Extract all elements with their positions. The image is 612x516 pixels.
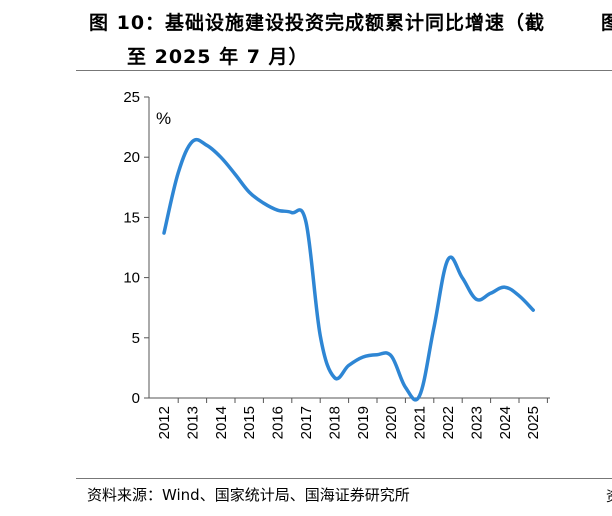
top-divider xyxy=(76,70,612,71)
y-tick-label: 20 xyxy=(123,149,140,166)
x-tick-label: 2021 xyxy=(412,406,429,439)
x-tick-label: 2019 xyxy=(355,406,372,439)
y-unit-label: % xyxy=(156,109,171,128)
x-tick-label: 2024 xyxy=(497,406,514,439)
x-tick-label: 2012 xyxy=(156,406,173,439)
chart-axes xyxy=(144,96,550,403)
x-tick-label: 2020 xyxy=(383,406,400,439)
y-tick-label: 25 xyxy=(123,89,140,106)
series-line xyxy=(162,137,535,402)
x-tick-label: 2013 xyxy=(184,406,201,439)
chart-title-line-2: 至 2025 年 7 月） xyxy=(127,46,309,68)
clipped-title-fragment: 图 xyxy=(601,12,612,34)
y-tick-labels: 0 5 10 15 20 25 xyxy=(123,89,140,407)
chart-title-line-1: 图 10：基础设施建设投资完成额累计同比增速（截 xyxy=(89,12,546,34)
x-tick-label: 2022 xyxy=(440,406,457,439)
y-tick-label: 0 xyxy=(132,390,140,407)
bottom-divider xyxy=(76,478,612,479)
x-tick-label: 2016 xyxy=(270,406,287,439)
x-tick-label: 2014 xyxy=(213,406,230,439)
clipped-source-fragment: 资 xyxy=(606,486,612,506)
x-tick-labels: 2012 2013 2014 2015 2016 2017 2018 2019 2020 2021… xyxy=(156,406,542,439)
x-tick-label: 2023 xyxy=(468,406,485,439)
x-tick-label: 2017 xyxy=(298,406,315,439)
x-tick-label: 2018 xyxy=(326,406,343,439)
y-tick-label: 10 xyxy=(123,270,140,287)
source-note: 资料来源：Wind、国家统计局、国海证券研究所 xyxy=(87,486,410,504)
y-tick-label: 15 xyxy=(123,209,140,226)
y-tick-label: 5 xyxy=(132,330,140,347)
x-tick-label: 2015 xyxy=(241,406,258,439)
x-tick-label: 2025 xyxy=(525,406,542,439)
